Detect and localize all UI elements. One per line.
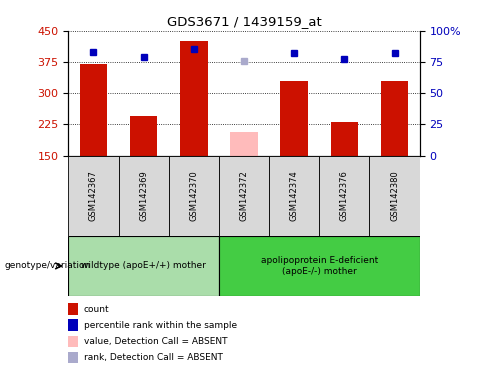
Bar: [68, 336, 78, 347]
Text: genotype/variation: genotype/variation: [5, 262, 91, 270]
Text: wildtype (apoE+/+) mother: wildtype (apoE+/+) mother: [81, 262, 206, 270]
Bar: [119, 156, 169, 236]
Bar: [281, 81, 308, 156]
Bar: [68, 303, 78, 315]
Bar: [219, 156, 269, 236]
Text: GSM142376: GSM142376: [340, 170, 349, 221]
Text: GSM142369: GSM142369: [139, 170, 148, 221]
Text: GSM142372: GSM142372: [240, 170, 248, 221]
Title: GDS3671 / 1439159_at: GDS3671 / 1439159_at: [166, 15, 322, 28]
Text: value, Detection Call = ABSENT: value, Detection Call = ABSENT: [84, 337, 227, 346]
Bar: [219, 236, 420, 296]
Text: GSM142374: GSM142374: [290, 170, 299, 221]
Bar: [68, 156, 119, 236]
Bar: [269, 156, 319, 236]
Bar: [80, 64, 107, 156]
Bar: [330, 122, 358, 156]
Text: GSM142367: GSM142367: [89, 170, 98, 221]
Bar: [230, 132, 258, 156]
Text: count: count: [84, 305, 110, 314]
Bar: [381, 81, 408, 156]
Bar: [319, 156, 369, 236]
Bar: [180, 41, 207, 156]
Bar: [68, 236, 219, 296]
Bar: [68, 319, 78, 331]
Text: percentile rank within the sample: percentile rank within the sample: [84, 321, 237, 330]
Bar: [130, 116, 158, 156]
Bar: [68, 352, 78, 363]
Text: GSM142380: GSM142380: [390, 170, 399, 221]
Bar: [369, 156, 420, 236]
Text: GSM142370: GSM142370: [189, 170, 198, 221]
Text: apolipoprotein E-deficient
(apoE-/-) mother: apolipoprotein E-deficient (apoE-/-) mot…: [261, 256, 378, 276]
Text: rank, Detection Call = ABSENT: rank, Detection Call = ABSENT: [84, 353, 223, 362]
Bar: [169, 156, 219, 236]
